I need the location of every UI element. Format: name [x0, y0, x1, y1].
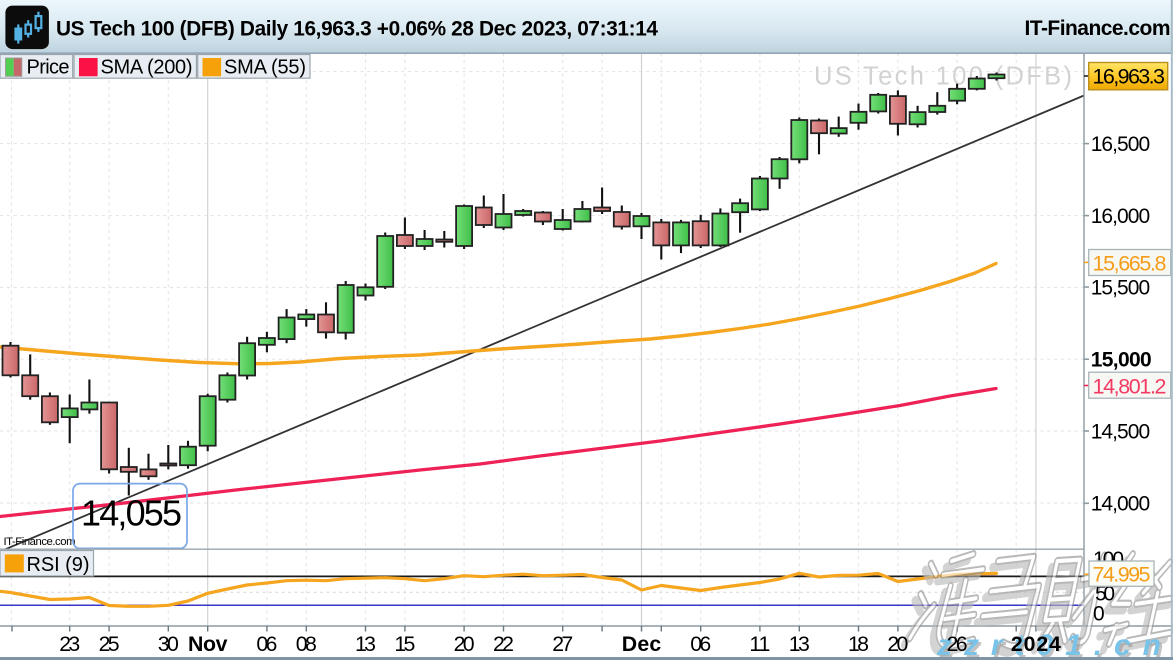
svg-text:20: 20 — [454, 632, 475, 656]
svg-text:22: 22 — [493, 632, 514, 656]
svg-text:16,963.3: 16,963.3 — [1093, 65, 1166, 89]
svg-text:0: 0 — [1093, 603, 1105, 626]
svg-text:26: 26 — [947, 632, 968, 656]
svg-text:14,055: 14,055 — [81, 493, 182, 534]
svg-text:US Tech 100 (DFB) Daily 16,963: US Tech 100 (DFB) Daily 16,963.3 +0.06% … — [56, 18, 658, 41]
svg-text:06: 06 — [256, 632, 277, 656]
svg-text:16,500: 16,500 — [1091, 133, 1151, 156]
svg-text:15,665.8: 15,665.8 — [1093, 252, 1167, 276]
svg-text:14,500: 14,500 — [1091, 420, 1151, 443]
svg-text:Dec: Dec — [622, 632, 662, 656]
svg-text:25: 25 — [99, 632, 120, 656]
svg-text:15,000: 15,000 — [1091, 349, 1152, 372]
svg-text:30: 30 — [158, 632, 179, 656]
svg-text:18: 18 — [848, 632, 869, 656]
svg-text:11: 11 — [749, 632, 770, 656]
svg-text:20: 20 — [887, 632, 908, 656]
svg-text:15: 15 — [394, 632, 415, 656]
svg-text:Nov: Nov — [188, 632, 228, 656]
svg-text:13: 13 — [789, 632, 810, 656]
svg-text:16,000: 16,000 — [1091, 205, 1151, 228]
svg-text:IT-Finance.com: IT-Finance.com — [1025, 17, 1171, 40]
svg-text:15,500: 15,500 — [1091, 276, 1151, 299]
svg-text:13: 13 — [355, 632, 376, 656]
svg-text:SMA (55): SMA (55) — [224, 57, 306, 79]
svg-text:08: 08 — [296, 632, 317, 656]
svg-text:23: 23 — [59, 632, 80, 656]
svg-text:zzrt01.cn: zzrt01.cn — [936, 629, 1161, 660]
svg-text:zzrt01.cn: zzrt01.cn — [939, 632, 1164, 660]
svg-text:RSI (9): RSI (9) — [27, 554, 90, 576]
svg-text:US Tech 100 (DFB): US Tech 100 (DFB) — [814, 63, 1072, 91]
svg-text:IT-Finance.com: IT-Finance.com — [4, 536, 76, 548]
svg-text:27: 27 — [552, 632, 573, 656]
svg-text:14,801.2: 14,801.2 — [1093, 374, 1167, 398]
svg-text:74.995: 74.995 — [1093, 563, 1151, 587]
svg-text:50: 50 — [1095, 583, 1115, 606]
svg-text:SMA (200): SMA (200) — [101, 57, 193, 79]
svg-text:06: 06 — [690, 632, 711, 656]
svg-text:Price: Price — [27, 57, 70, 79]
svg-text:14,000: 14,000 — [1091, 493, 1151, 516]
svg-text:2024: 2024 — [1011, 632, 1061, 656]
